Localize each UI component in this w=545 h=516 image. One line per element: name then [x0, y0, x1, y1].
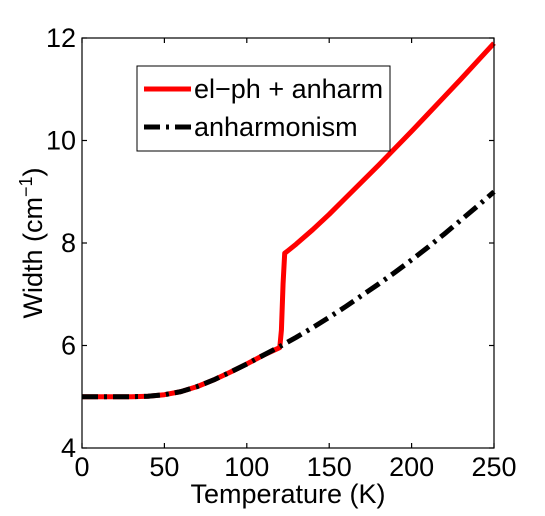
- x-tick-label: 100: [224, 452, 269, 482]
- y-tick-label: 10: [46, 126, 76, 156]
- x-tick-label: 50: [149, 452, 179, 482]
- legend: el−ph + anharm anharmonism: [136, 65, 391, 152]
- x-tick-label: 200: [389, 452, 434, 482]
- tick-layer: 0 50 100 150 200 250 4 6 8 10 12: [46, 23, 517, 482]
- series-line-anharmonism: [82, 189, 496, 400]
- x-tick-label: 0: [74, 452, 89, 482]
- legend-label-anharmonism: anharmonism: [194, 112, 358, 142]
- series-line-el-ph-anharm: [82, 41, 496, 400]
- x-tick-label: 150: [307, 452, 352, 482]
- y-tick-label: 6: [61, 331, 76, 361]
- legend-box: [136, 65, 391, 152]
- y-tick-label: 12: [46, 23, 76, 53]
- y-tick-label: 4: [61, 433, 76, 463]
- series-layer: [82, 41, 496, 400]
- legend-label-el-ph-anharm: el−ph + anharm: [194, 74, 383, 104]
- x-axis-label: Temperature (K): [190, 479, 385, 509]
- y-tick-label: 8: [61, 228, 76, 258]
- x-tick-label: 250: [471, 452, 516, 482]
- y-axis-label: Width (cm−1): [16, 167, 48, 318]
- y-axis-label-close: ): [18, 167, 48, 176]
- y-axis-label-superscript: −1: [16, 176, 36, 197]
- y-axis-label-main: Width (cm: [18, 197, 48, 319]
